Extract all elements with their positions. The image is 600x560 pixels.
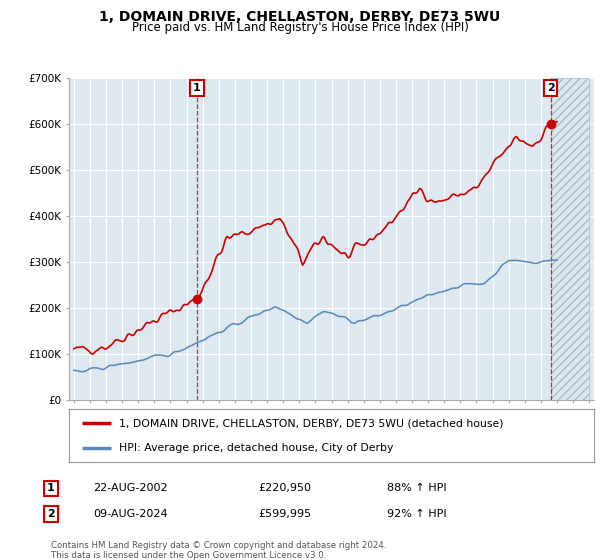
Text: 1: 1 — [47, 483, 55, 493]
Text: 22-AUG-2002: 22-AUG-2002 — [93, 483, 167, 493]
Text: 92% ↑ HPI: 92% ↑ HPI — [387, 509, 446, 519]
Text: 2: 2 — [547, 83, 554, 93]
Text: 1: 1 — [193, 83, 201, 93]
Text: Contains HM Land Registry data © Crown copyright and database right 2024.
This d: Contains HM Land Registry data © Crown c… — [51, 541, 386, 560]
Text: 2: 2 — [47, 509, 55, 519]
Text: Price paid vs. HM Land Registry's House Price Index (HPI): Price paid vs. HM Land Registry's House … — [131, 21, 469, 34]
Text: £599,995: £599,995 — [258, 509, 311, 519]
Text: 09-AUG-2024: 09-AUG-2024 — [93, 509, 167, 519]
Text: HPI: Average price, detached house, City of Derby: HPI: Average price, detached house, City… — [119, 442, 393, 452]
Text: 1, DOMAIN DRIVE, CHELLASTON, DERBY, DE73 5WU: 1, DOMAIN DRIVE, CHELLASTON, DERBY, DE73… — [100, 10, 500, 24]
Text: £220,950: £220,950 — [258, 483, 311, 493]
Text: 88% ↑ HPI: 88% ↑ HPI — [387, 483, 446, 493]
Text: 1, DOMAIN DRIVE, CHELLASTON, DERBY, DE73 5WU (detached house): 1, DOMAIN DRIVE, CHELLASTON, DERBY, DE73… — [119, 418, 503, 428]
